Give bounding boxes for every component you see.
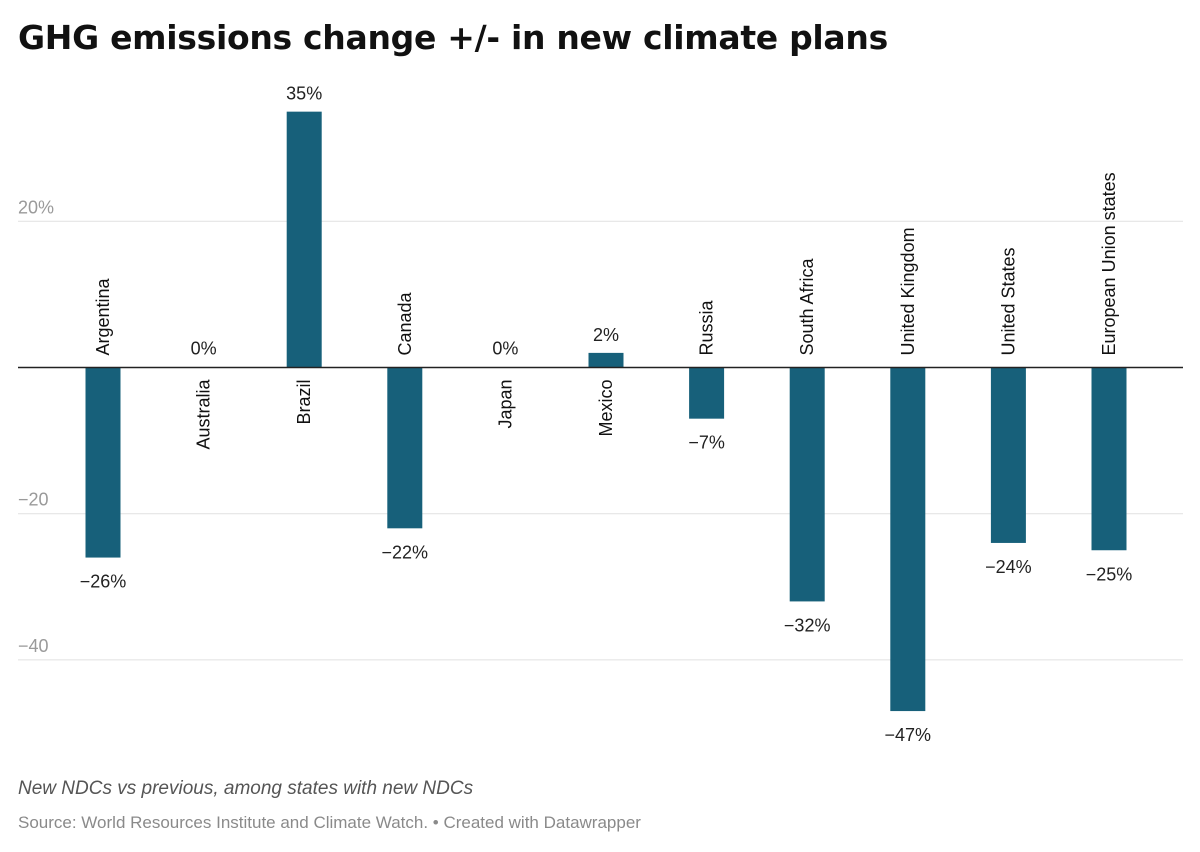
value-label: −47% [885, 725, 932, 745]
y-tick-label: 20% [18, 197, 54, 217]
value-label: −26% [80, 572, 127, 592]
value-label: −32% [784, 615, 831, 635]
gridlines [18, 220, 1183, 661]
category-label: South Africa [797, 257, 817, 355]
bar-russia [689, 367, 725, 419]
category-label: Japan [495, 380, 515, 429]
bar-canada [387, 367, 423, 529]
bar-mexico [588, 352, 624, 368]
value-label: 0% [191, 339, 217, 359]
bar-united-states [990, 367, 1026, 543]
chart-subtitle: New NDCs vs previous, among states with … [18, 778, 474, 799]
category-label: Australia [194, 379, 214, 450]
value-label: 35% [286, 84, 322, 104]
category-label: Brazil [294, 380, 314, 425]
bar-south-africa [789, 367, 825, 602]
category-label: United States [998, 247, 1018, 355]
y-tick-label: −40 [18, 636, 49, 656]
category-label: Argentina [93, 277, 113, 355]
category-label: Canada [395, 291, 415, 355]
value-label: −25% [1086, 564, 1133, 584]
bars [85, 111, 1127, 712]
bar-european-union-states [1091, 367, 1127, 551]
bar-chart: 20% −20 −40 −26% Argentina 0% Australia 35% Braz… [18, 84, 1183, 745]
category-label: European Union states [1099, 172, 1119, 355]
value-label: −22% [382, 542, 429, 562]
chart-source: Source: World Resources Institute and Cl… [18, 813, 641, 832]
value-label: −7% [688, 433, 725, 453]
category-label: Mexico [596, 380, 616, 437]
bar-brazil [286, 111, 322, 368]
chart-title: GHG emissions change +/- in new climate … [18, 18, 888, 57]
category-label: Russia [697, 299, 717, 355]
bar-united-kingdom [890, 367, 926, 712]
y-tick-label: −20 [18, 490, 49, 510]
labels: 20% −20 −40 −26% Argentina 0% Australia 35% Braz… [18, 84, 1132, 745]
category-label: United Kingdom [898, 227, 918, 355]
value-label: −24% [985, 557, 1032, 577]
value-label: 0% [492, 339, 518, 359]
value-label: 2% [593, 325, 619, 345]
bar-argentina [85, 367, 121, 558]
